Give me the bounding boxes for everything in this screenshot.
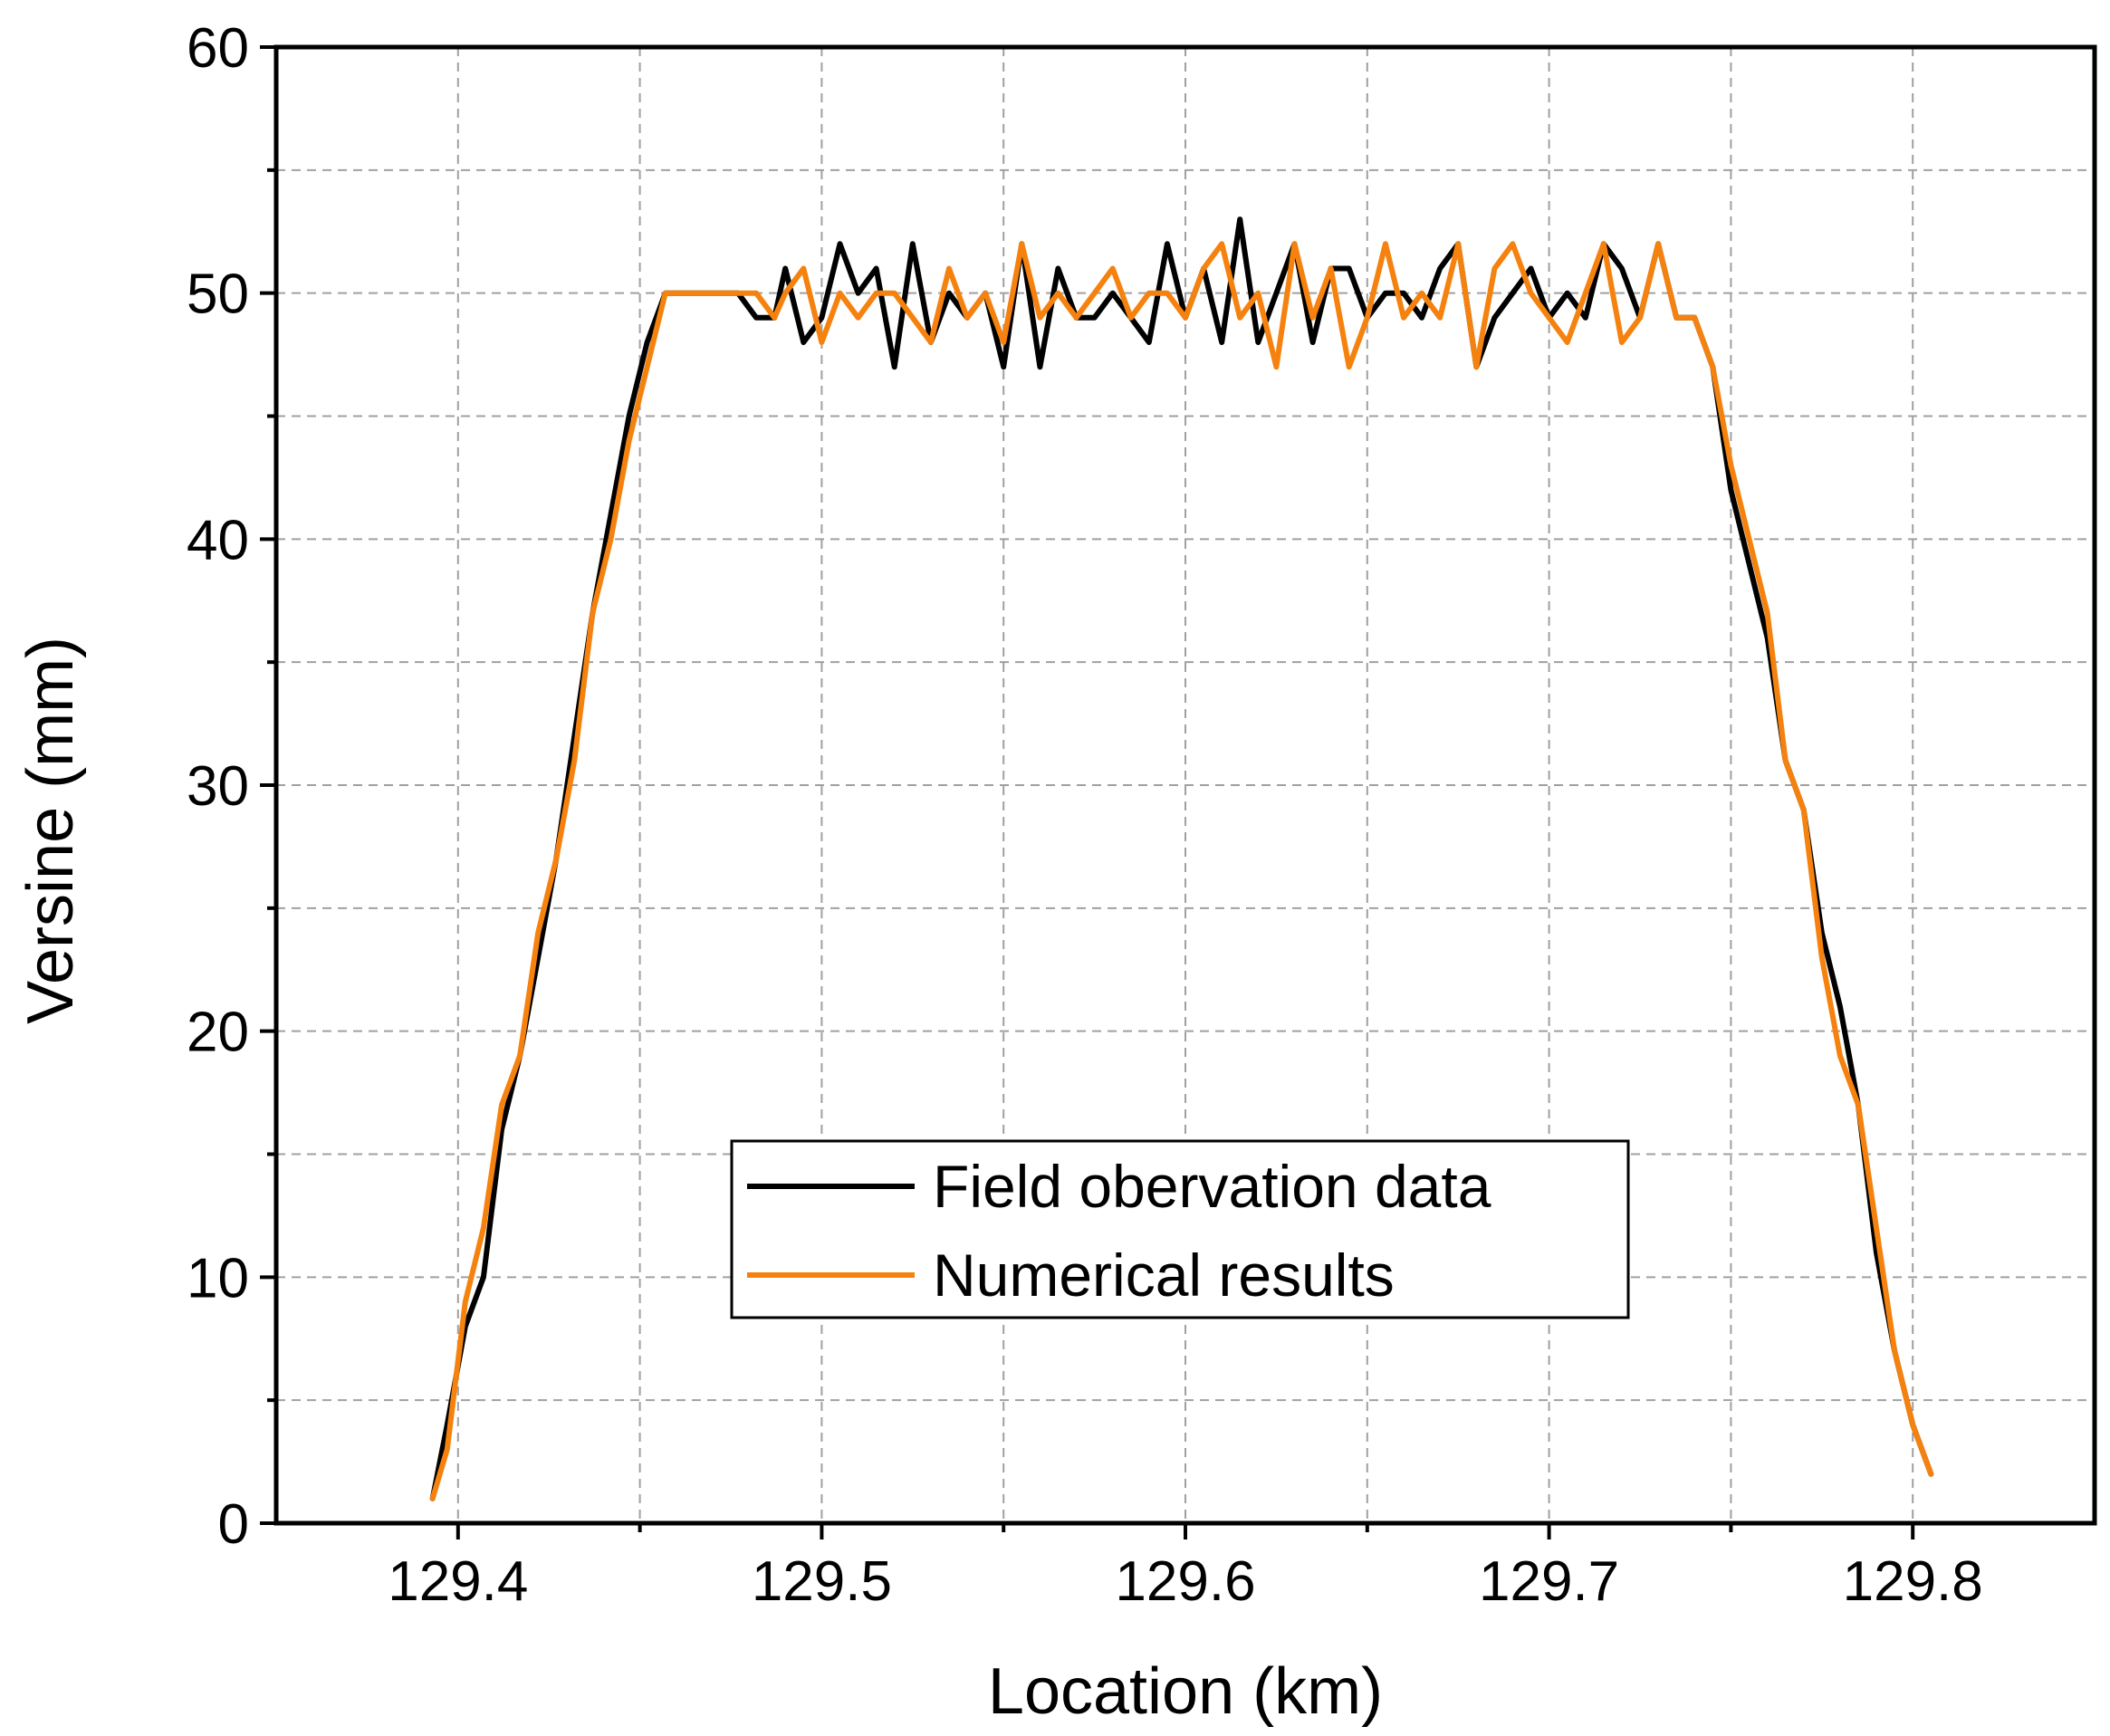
y-tick-label: 50 <box>187 264 249 326</box>
grid-lines <box>276 47 2095 1523</box>
y-tick-label: 30 <box>187 755 249 818</box>
legend: Field obervation data Numerical results <box>730 1139 1630 1319</box>
x-axis-title: Location (km) <box>988 1655 1383 1728</box>
legend-label-numerical: Numerical results <box>933 1242 1395 1309</box>
x-tick-label: 129.7 <box>1479 1550 1619 1613</box>
legend-box <box>730 1139 1630 1319</box>
data-series <box>429 216 1934 1501</box>
y-tick-label: 60 <box>187 17 249 80</box>
x-tick-label: 129.6 <box>1115 1550 1255 1613</box>
y-tick-label: 0 <box>218 1493 249 1556</box>
y-tick-label: 40 <box>187 509 249 571</box>
x-tick-label: 129.5 <box>752 1550 892 1613</box>
x-tick-label: 129.8 <box>1843 1550 1983 1613</box>
y-tick-label: 20 <box>187 1002 249 1064</box>
series-line-numerical-results <box>429 241 1934 1501</box>
y-tick-label: 10 <box>187 1247 249 1309</box>
x-tick-label: 129.4 <box>388 1550 528 1613</box>
y-axis-title: Versine (mm) <box>14 637 87 1024</box>
legend-label-field: Field obervation data <box>933 1153 1491 1220</box>
axis-ticks: 129.4 129.5 129.6 129.7 129.8 0 10 20 30 40 50 60 <box>187 17 1983 1613</box>
